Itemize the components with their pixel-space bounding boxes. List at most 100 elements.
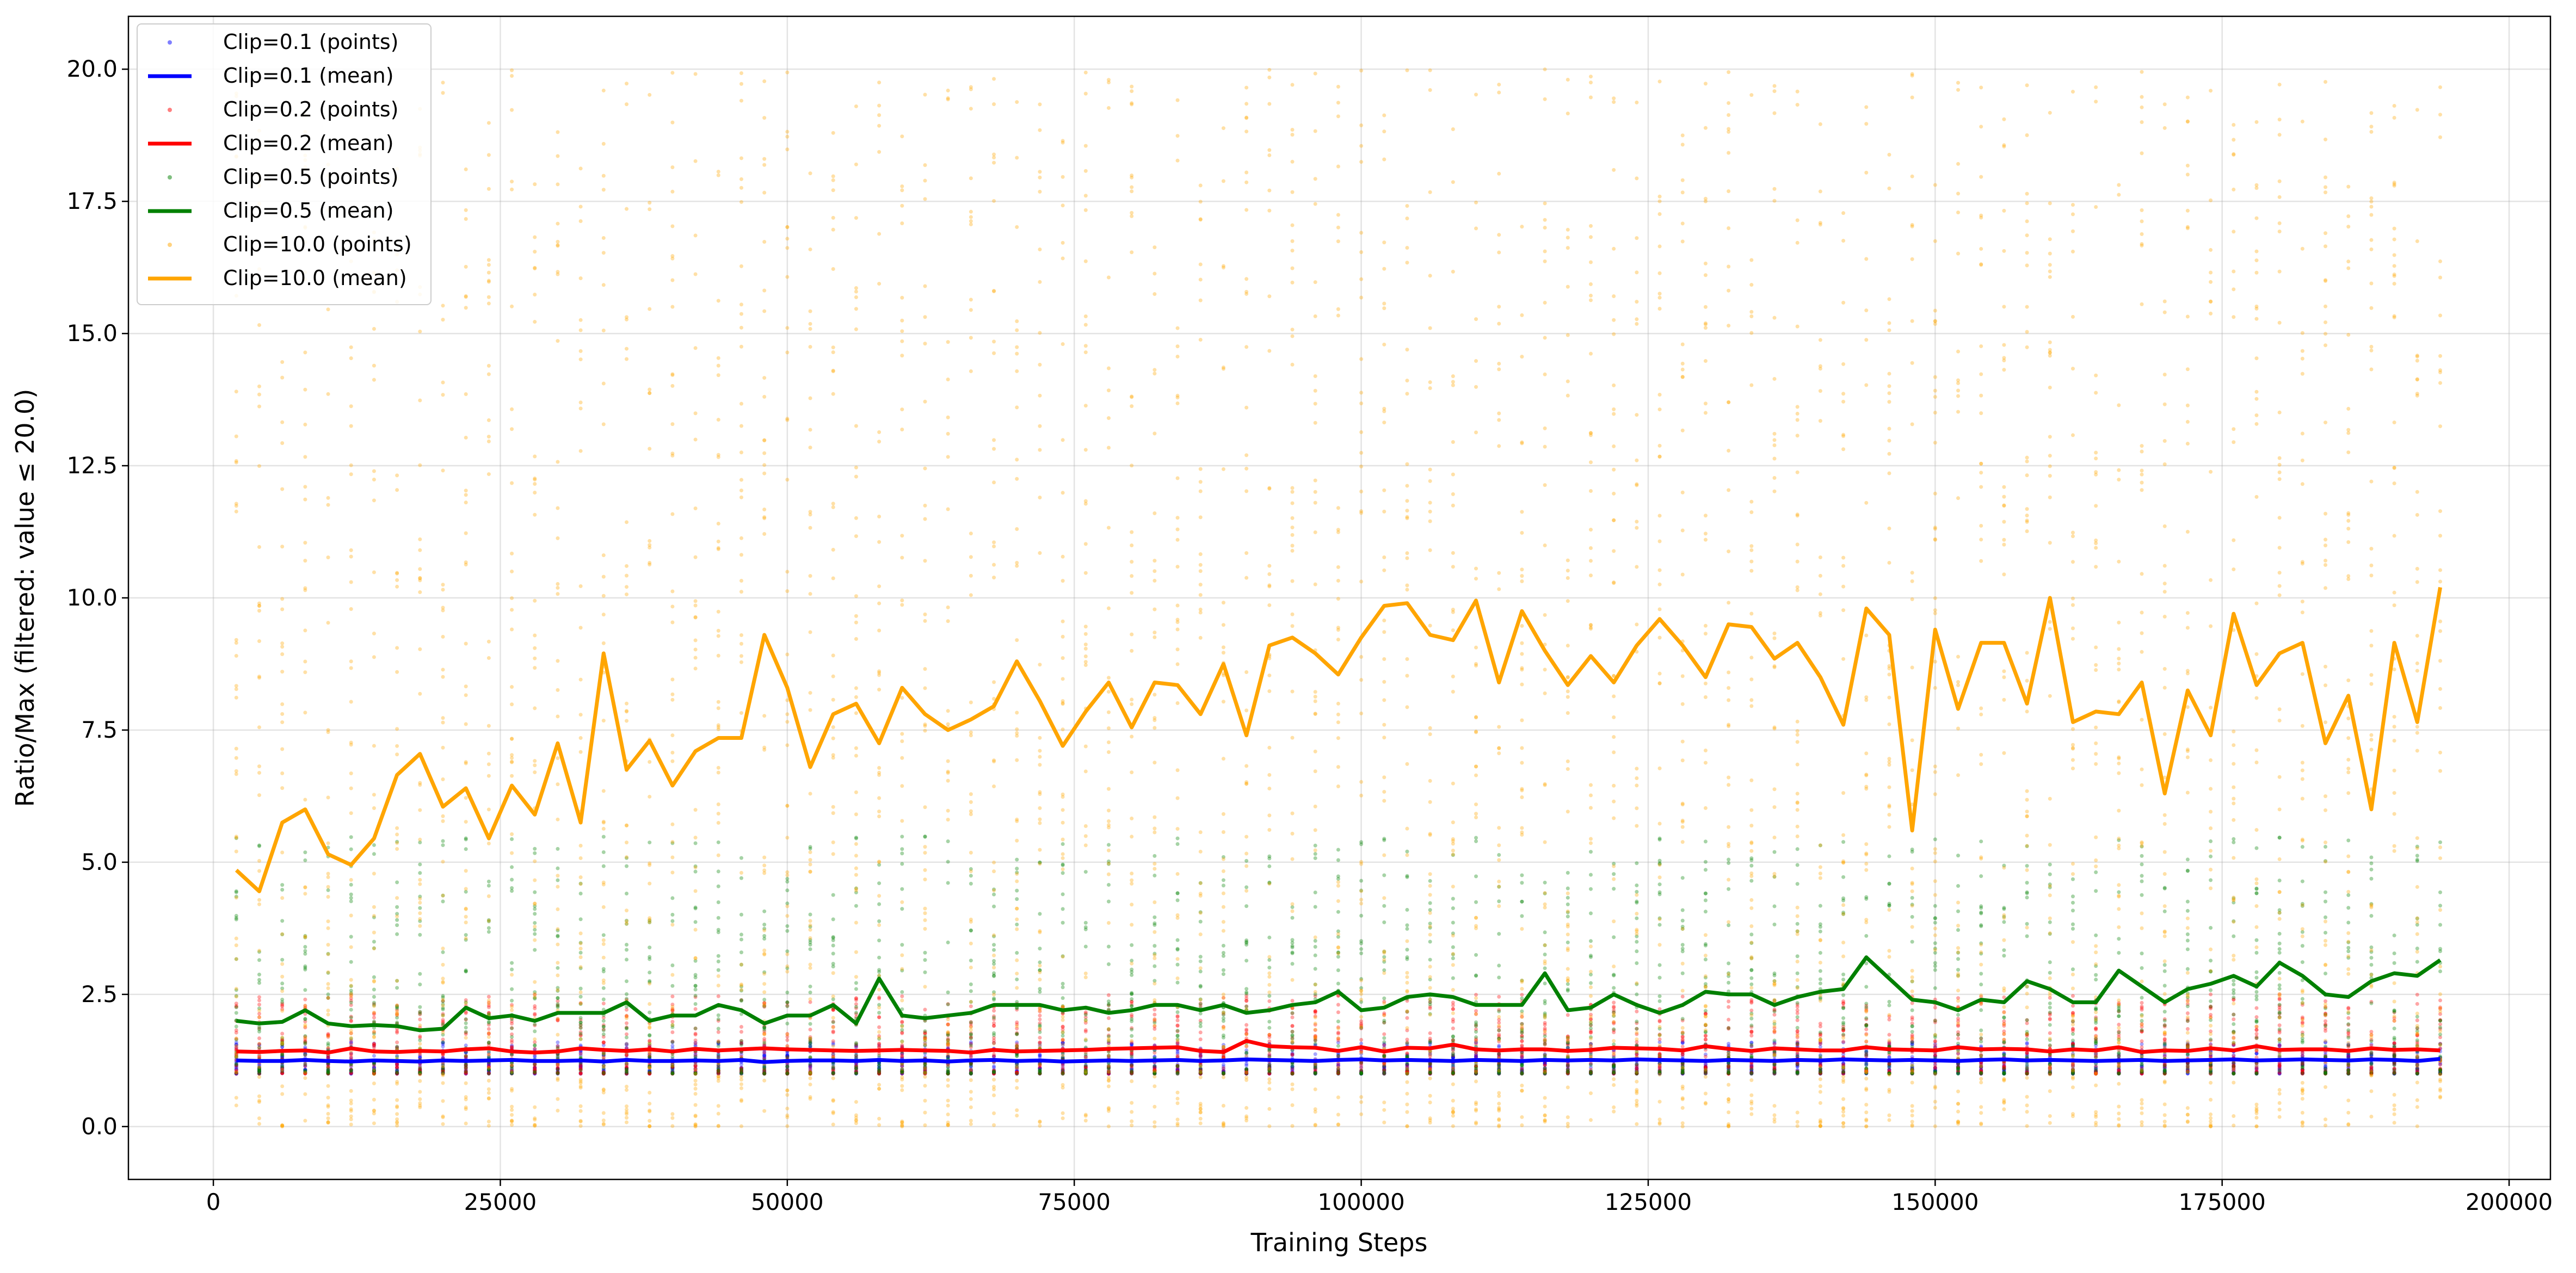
scatter-point [785, 1062, 790, 1067]
scatter-point [486, 926, 491, 930]
scatter-point [464, 1070, 468, 1074]
scatter-point [326, 1053, 330, 1058]
scatter-point [578, 1063, 583, 1067]
scatter-point [785, 1054, 790, 1058]
scatter-point [900, 1071, 904, 1076]
scatter-point [693, 1072, 698, 1076]
scatter-point [808, 1067, 812, 1072]
scatter-point [877, 997, 882, 1001]
scatter-point [716, 1064, 720, 1068]
scatter-point [877, 1041, 882, 1046]
scatter-point [900, 1019, 904, 1024]
scatter-point [716, 1041, 720, 1045]
scatter-point [854, 1043, 858, 1048]
scatter-point [1015, 1071, 1019, 1075]
scatter-point [808, 1071, 812, 1076]
scatter-point [785, 1004, 790, 1009]
scatter-point [578, 1016, 583, 1020]
scatter-point [601, 1028, 606, 1033]
scatter-point [808, 1069, 812, 1073]
scatter-point [349, 1071, 353, 1076]
scatter-point [1680, 1045, 1685, 1049]
scatter-point [1749, 998, 1754, 1002]
scatter-point [877, 1015, 882, 1019]
scatter-point [854, 1070, 858, 1074]
scatter-point [900, 907, 904, 911]
scatter-point [831, 951, 835, 956]
scatter-point [946, 1046, 950, 1050]
scatter-point [739, 1062, 743, 1067]
scatter-point [533, 1065, 537, 1070]
scatter-point [854, 997, 858, 1001]
scatter-point [1083, 1054, 1088, 1059]
scatter-point [716, 1040, 720, 1045]
scatter-point [1703, 1037, 1708, 1042]
scatter-point [693, 1043, 698, 1047]
scatter-point [578, 1064, 583, 1068]
scatter-point [464, 1054, 468, 1058]
scatter-point [303, 1071, 307, 1075]
scatter-point [648, 841, 652, 845]
scatter-point [556, 1040, 560, 1045]
scatter-point [785, 1022, 790, 1026]
scatter-point [486, 1071, 491, 1075]
scatter-point [648, 957, 652, 961]
scatter-point [556, 1067, 560, 1071]
scatter-point [625, 1062, 629, 1067]
scatter-point [670, 1070, 675, 1074]
scatter-point [739, 1052, 743, 1056]
scatter-point [556, 1072, 560, 1076]
scatter-point [464, 1025, 468, 1030]
scatter-point [969, 1072, 973, 1076]
scatter-point [739, 1071, 743, 1076]
scatter-point [395, 1063, 399, 1067]
scatter-point [234, 1024, 238, 1029]
scatter-point [992, 1065, 996, 1070]
scatter-point [418, 906, 422, 910]
scatter-point [1520, 993, 1524, 997]
scatter-point [510, 1064, 514, 1068]
scatter-point [1015, 1064, 1019, 1068]
scatter-point [533, 907, 537, 911]
scatter-point [257, 1053, 261, 1058]
scatter-point [280, 957, 285, 962]
scatter-point [877, 955, 882, 960]
scatter-point [464, 933, 468, 937]
scatter-point [1015, 1069, 1019, 1073]
scatter-point [716, 1053, 720, 1057]
scatter-point [625, 957, 629, 962]
scatter-point [418, 1070, 422, 1074]
scatter-point [992, 1054, 996, 1059]
scatter-point [831, 1071, 835, 1075]
scatter-point [900, 1067, 904, 1072]
scatter-point [648, 1072, 652, 1076]
scatter-point [418, 1017, 422, 1022]
scatter-point [578, 1064, 583, 1068]
scatter-point [716, 1070, 720, 1074]
scatter-point [946, 881, 950, 885]
scatter-point [1244, 1023, 1249, 1027]
scatter-point [785, 1065, 790, 1070]
scatter-point [1038, 1014, 1042, 1018]
scatter-point [418, 1071, 422, 1076]
scatter-point [670, 1072, 675, 1076]
scatter-point [900, 990, 904, 994]
scatter-point [303, 1068, 307, 1072]
scatter-point [785, 1064, 790, 1068]
scatter-point [486, 1068, 491, 1073]
scatter-point [831, 1071, 835, 1076]
scatter-point [969, 1004, 973, 1009]
scatter-point [510, 1071, 514, 1076]
scatter-point [464, 1043, 468, 1048]
scatter-point [670, 1067, 675, 1071]
scatter-point [992, 1072, 996, 1076]
scatter-point [670, 1062, 675, 1067]
scatter-point [716, 1017, 720, 1022]
scatter-point [510, 967, 514, 972]
scatter-point [2162, 1037, 2167, 1042]
scatter-point [969, 1068, 973, 1072]
scatter-point [739, 1071, 743, 1075]
scatter-point [441, 1064, 445, 1068]
scatter-point [395, 1070, 399, 1074]
scatter-point [533, 1022, 537, 1027]
